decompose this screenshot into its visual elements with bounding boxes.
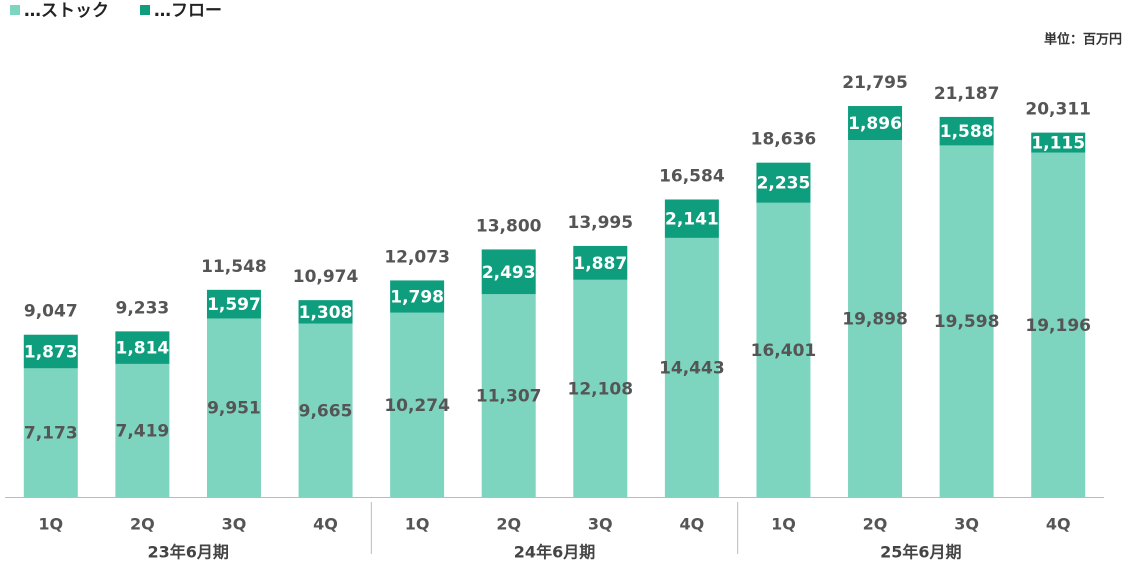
bar-segment	[848, 106, 903, 141]
total-label: 9,047	[24, 302, 78, 322]
total-label: 9,233	[115, 298, 169, 318]
x-tick-label: 3Q	[954, 515, 979, 534]
unit-label: 単位：百万円	[1044, 32, 1122, 48]
x-tick-label: 1Q	[38, 515, 63, 534]
x-tick-label: 3Q	[588, 515, 613, 534]
x-tick-label: 2Q	[130, 515, 155, 534]
bar-segment	[756, 162, 811, 203]
value-label: 7,419	[115, 421, 169, 441]
value-label: 1,887	[573, 254, 627, 274]
bar-segment	[206, 318, 261, 497]
total-label: 20,311	[1025, 100, 1091, 120]
value-label: 14,443	[659, 358, 725, 378]
bar-segment	[115, 363, 170, 497]
value-label: 10,274	[384, 396, 450, 416]
x-tick-label: 2Q	[863, 515, 888, 534]
value-label: 1,588	[940, 122, 994, 142]
total-label: 21,795	[842, 73, 908, 93]
total-label: 11,548	[201, 257, 267, 277]
bar-segment	[115, 331, 170, 364]
group-label: 24年6月期	[514, 543, 595, 562]
group-label: 23年6月期	[147, 543, 228, 562]
bar-segment	[756, 202, 811, 497]
x-tick-label: 3Q	[222, 515, 247, 534]
value-label: 1,814	[115, 339, 169, 359]
total-label: 16,584	[659, 166, 725, 186]
value-label: 19,898	[842, 310, 908, 330]
bar-segment	[573, 245, 628, 280]
bar-segment	[573, 279, 628, 497]
legend-label: …フロー	[154, 1, 222, 21]
bar-segment	[481, 294, 536, 497]
total-label: 13,995	[567, 213, 633, 233]
x-tick-label: 4Q	[313, 515, 338, 534]
value-label: 9,665	[299, 401, 353, 421]
bar-segment	[23, 334, 78, 369]
legend-swatch	[140, 5, 150, 15]
bar-segment	[939, 116, 994, 146]
bar-segment	[1031, 132, 1086, 153]
value-label: 16,401	[751, 341, 817, 361]
bar-segment	[939, 145, 994, 498]
value-label: 7,173	[24, 424, 78, 444]
value-label: 1,597	[207, 295, 261, 315]
group-label: 25年6月期	[880, 543, 961, 562]
value-label: 1,115	[1031, 134, 1085, 154]
bar-segment	[481, 249, 536, 295]
x-tick-label: 4Q	[1046, 515, 1071, 534]
total-label: 10,974	[293, 267, 359, 287]
total-label: 12,073	[384, 247, 450, 267]
legend-label: …ストック	[24, 1, 109, 21]
total-label: 18,636	[751, 130, 817, 150]
x-tick-label: 4Q	[680, 515, 705, 534]
total-label: 13,800	[476, 216, 542, 236]
bar-segment	[390, 312, 445, 497]
value-label: 19,196	[1025, 316, 1091, 336]
value-label: 11,307	[476, 387, 542, 407]
value-label: 19,598	[934, 312, 1000, 332]
bar-segment	[1031, 152, 1086, 497]
value-label: 9,951	[207, 399, 261, 419]
bar-segment	[298, 323, 353, 497]
bar-segment	[206, 289, 261, 319]
value-label: 2,141	[665, 210, 719, 230]
value-label: 1,896	[848, 114, 902, 134]
total-label: 21,187	[934, 84, 1000, 104]
value-label: 1,798	[390, 288, 444, 308]
bar-segment	[848, 140, 903, 497]
bar-segment	[664, 237, 719, 497]
x-tick-label: 1Q	[771, 515, 796, 534]
x-tick-label: 2Q	[496, 515, 521, 534]
x-tick-label: 1Q	[405, 515, 430, 534]
value-label: 1,308	[299, 303, 353, 323]
bar-segment	[23, 368, 78, 497]
bar-segment	[298, 300, 353, 324]
bar-segment	[664, 199, 719, 238]
value-label: 2,493	[482, 263, 536, 283]
value-label: 12,108	[567, 379, 633, 399]
value-label: 1,873	[24, 343, 78, 363]
legend-swatch	[10, 5, 20, 15]
value-label: 2,235	[757, 174, 811, 194]
bar-segment	[390, 280, 445, 313]
